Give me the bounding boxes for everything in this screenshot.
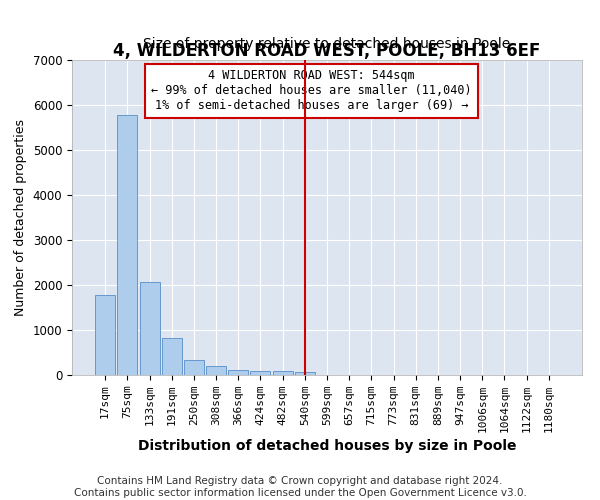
X-axis label: Distribution of detached houses by size in Poole: Distribution of detached houses by size … [138, 439, 516, 453]
Bar [272, 372, 293, 375]
Bar [95, 295, 115, 375]
Text: Contains HM Land Registry data © Crown copyright and database right 2024.
Contai: Contains HM Land Registry data © Crown c… [74, 476, 526, 498]
Bar [206, 366, 226, 375]
Bar [250, 370, 271, 375]
Text: Size of property relative to detached houses in Poole: Size of property relative to detached ho… [143, 36, 511, 51]
Bar [140, 282, 160, 375]
Title: 4, WILDERTON ROAD WEST, POOLE, BH13 6EF: 4, WILDERTON ROAD WEST, POOLE, BH13 6EF [113, 42, 541, 60]
Y-axis label: Number of detached properties: Number of detached properties [14, 119, 27, 316]
Text: 4 WILDERTON ROAD WEST: 544sqm
← 99% of detached houses are smaller (11,040)
1% o: 4 WILDERTON ROAD WEST: 544sqm ← 99% of d… [151, 70, 472, 112]
Bar [162, 338, 182, 375]
Bar [295, 372, 315, 375]
Bar [118, 115, 137, 375]
Bar [228, 370, 248, 375]
Bar [184, 360, 204, 375]
